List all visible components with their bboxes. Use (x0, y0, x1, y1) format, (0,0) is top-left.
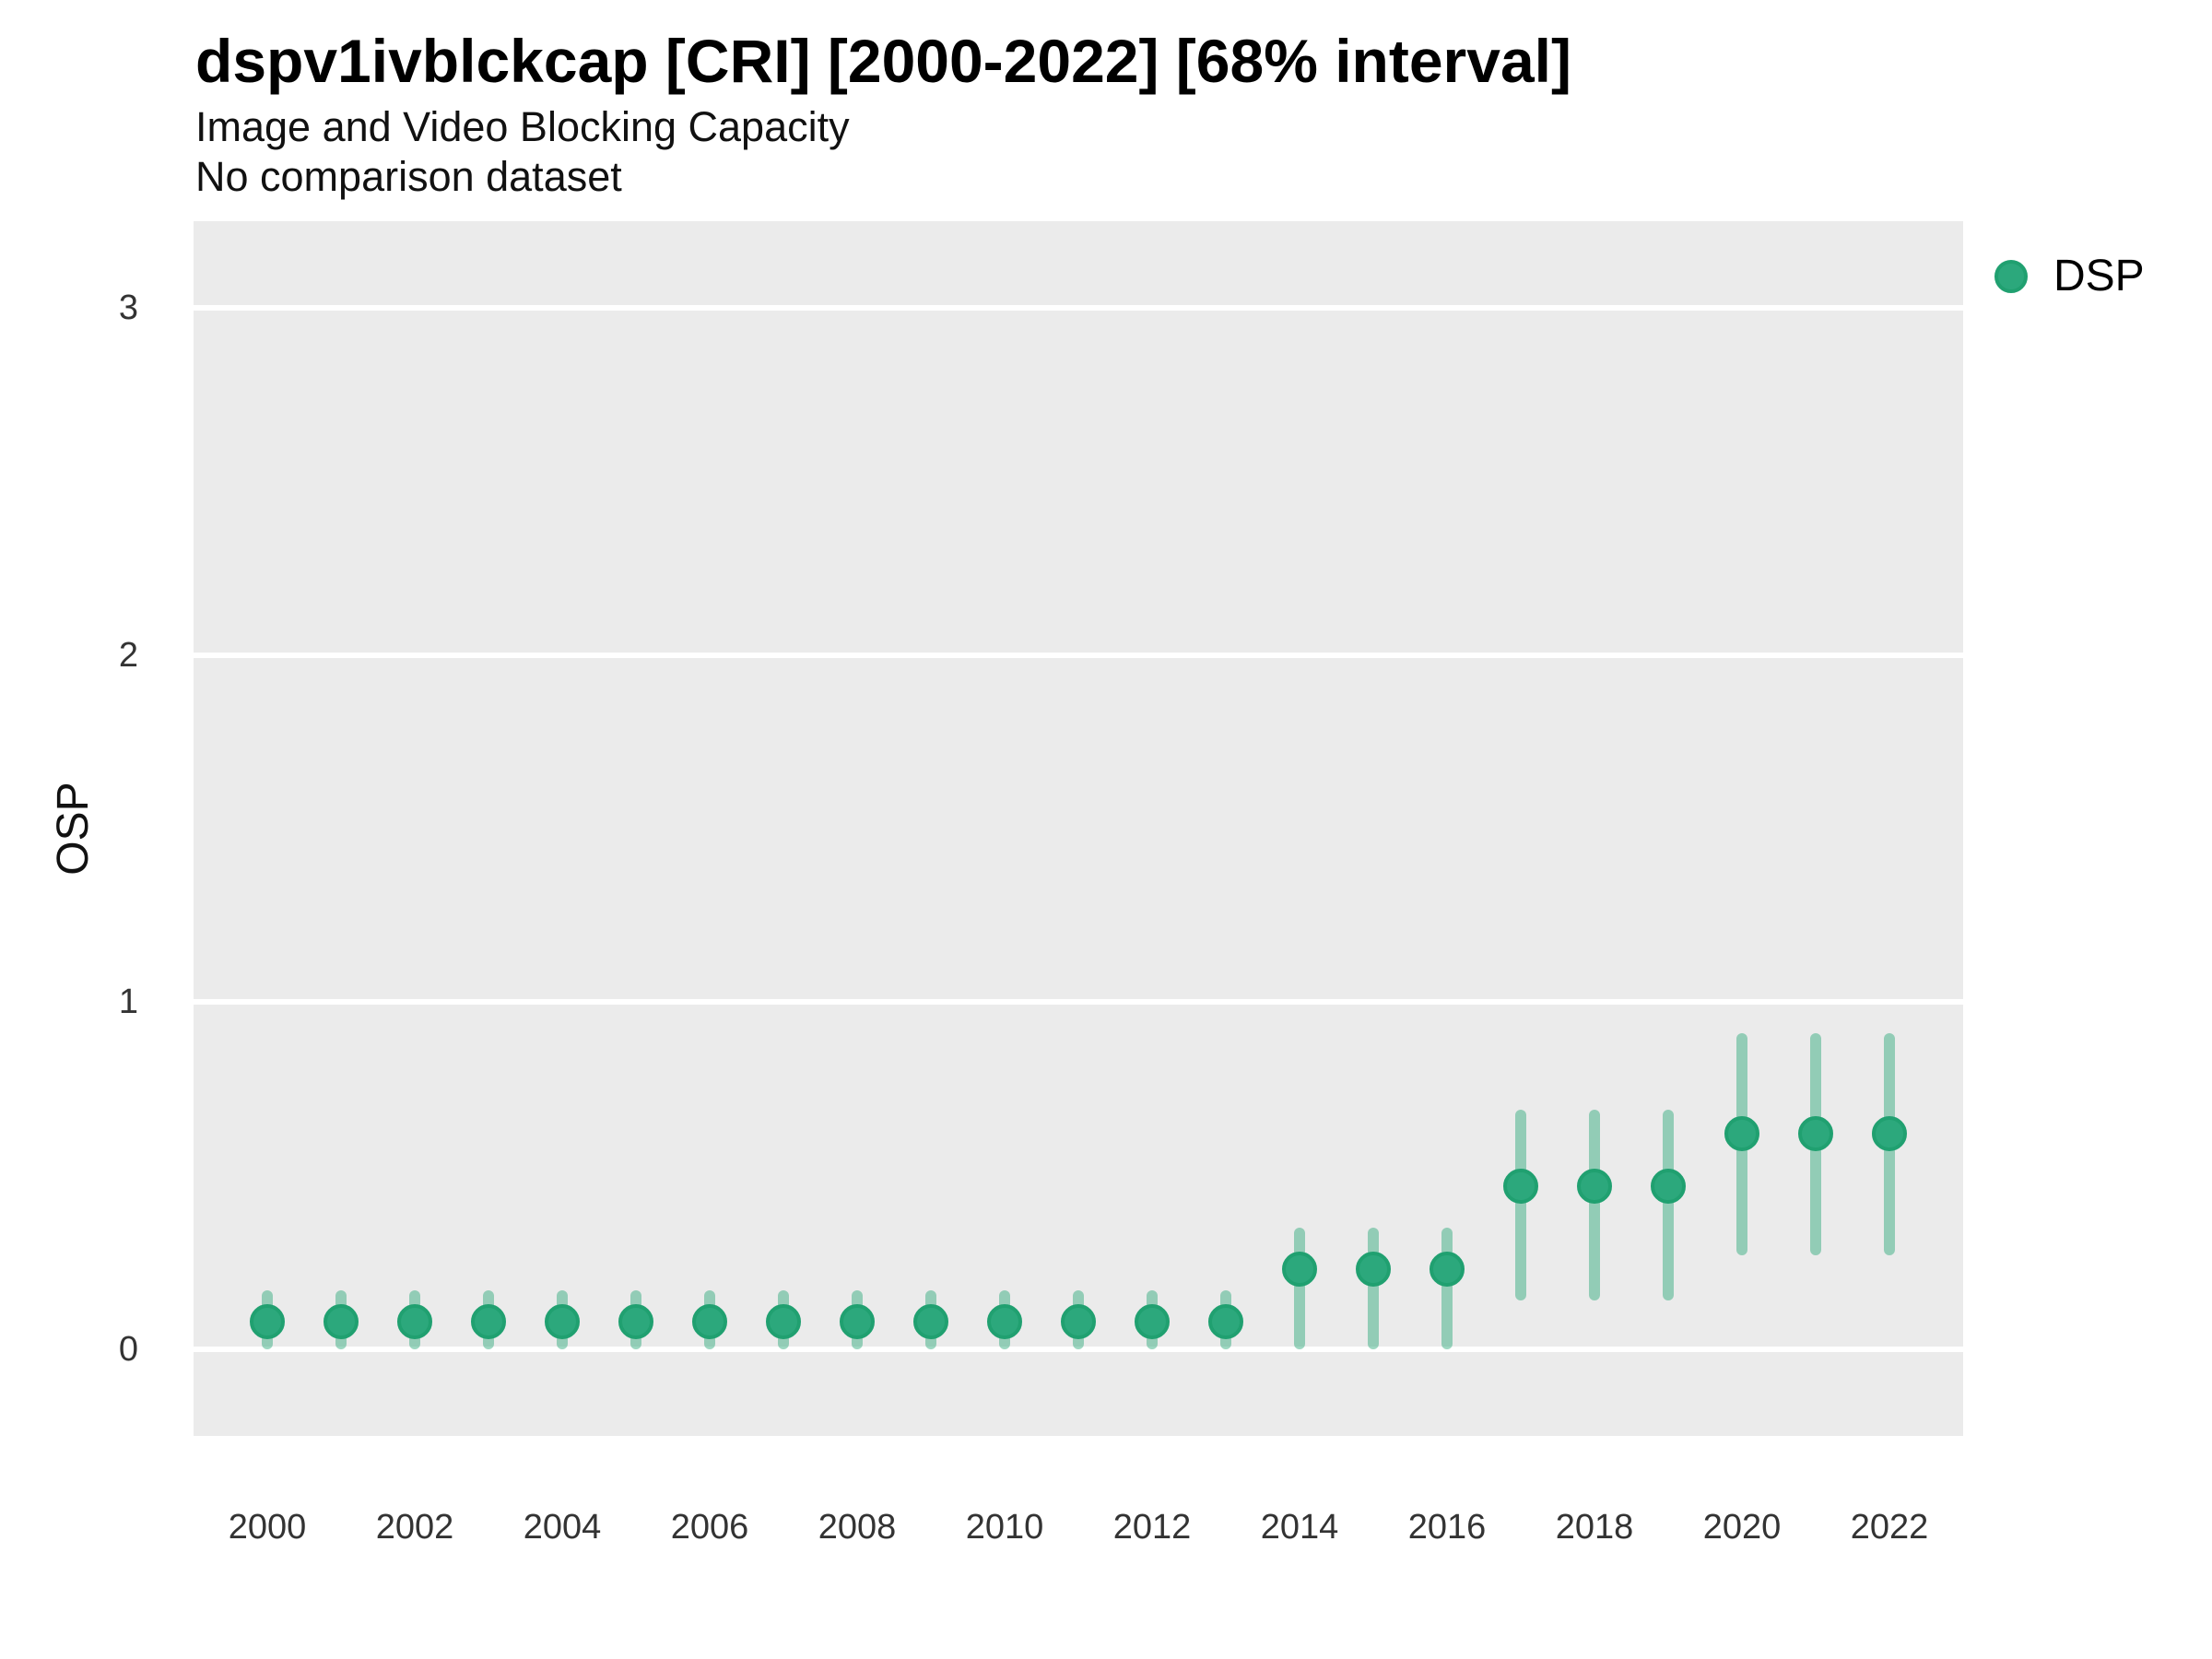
y-tick-label-1: 1 (118, 982, 138, 1022)
data-point-2008 (840, 1303, 875, 1339)
data-point-2006 (692, 1303, 727, 1339)
data-point-2002 (397, 1303, 432, 1339)
x-tick-label-2000: 2000 (228, 1508, 307, 1547)
data-point-2000 (250, 1303, 285, 1339)
errorbar-2015 (1368, 1228, 1379, 1349)
errorbar-2018 (1589, 1110, 1600, 1301)
chart-title: dspv1ivblckcap [CRI] [2000-2022] [68% in… (195, 27, 1571, 95)
data-point-2018 (1577, 1168, 1612, 1204)
x-tick-label-2018: 2018 (1555, 1508, 1634, 1547)
data-point-2017 (1503, 1168, 1538, 1204)
errorbar-2014 (1294, 1228, 1305, 1349)
y-tick-label-2: 2 (118, 635, 138, 675)
x-tick-label-2004: 2004 (523, 1508, 602, 1547)
data-point-2005 (618, 1303, 653, 1339)
data-point-2004 (545, 1303, 580, 1339)
data-point-2020 (1724, 1116, 1759, 1152)
data-point-2010 (987, 1303, 1022, 1339)
y-tick-label-0: 0 (118, 1329, 138, 1369)
gridline-y-1 (194, 999, 1963, 1006)
x-tick-label-2006: 2006 (670, 1508, 749, 1547)
data-point-2009 (913, 1303, 948, 1339)
legend-label-dsp: DSP (2053, 252, 2145, 300)
data-point-2015 (1356, 1252, 1391, 1288)
plot-panel (194, 221, 1963, 1436)
x-tick-label-2008: 2008 (818, 1508, 897, 1547)
data-point-2001 (324, 1303, 359, 1339)
x-tick-label-2012: 2012 (1112, 1508, 1192, 1547)
data-point-2013 (1208, 1303, 1243, 1339)
chart-subtitle: Image and Video Blocking Capacity (195, 103, 850, 150)
x-tick-label-2022: 2022 (1850, 1508, 1929, 1547)
data-point-2022 (1872, 1116, 1907, 1152)
data-point-2007 (766, 1303, 801, 1339)
x-tick-label-2002: 2002 (375, 1508, 454, 1547)
errorbar-2016 (1441, 1228, 1453, 1349)
errorbar-2017 (1515, 1110, 1526, 1301)
y-tick-label-3: 3 (118, 288, 138, 328)
y-axis-title: OSP (49, 782, 98, 876)
legend-dot-icon (1994, 260, 2028, 293)
data-point-2019 (1651, 1168, 1686, 1204)
x-tick-label-2014: 2014 (1260, 1508, 1339, 1547)
x-tick-label-2016: 2016 (1407, 1508, 1487, 1547)
x-tick-label-2020: 2020 (1702, 1508, 1782, 1547)
data-point-2016 (1430, 1252, 1465, 1288)
gridline-y-2 (194, 652, 1963, 658)
data-point-2003 (471, 1303, 506, 1339)
gridline-y-3 (194, 305, 1963, 312)
data-point-2014 (1282, 1252, 1317, 1288)
data-point-2011 (1061, 1303, 1096, 1339)
gridline-y-0 (194, 1346, 1963, 1352)
chart-caption: No comparison dataset (195, 153, 622, 200)
errorbar-2019 (1663, 1110, 1674, 1301)
data-point-2012 (1135, 1303, 1170, 1339)
x-tick-label-2010: 2010 (965, 1508, 1044, 1547)
data-point-2021 (1798, 1116, 1833, 1152)
